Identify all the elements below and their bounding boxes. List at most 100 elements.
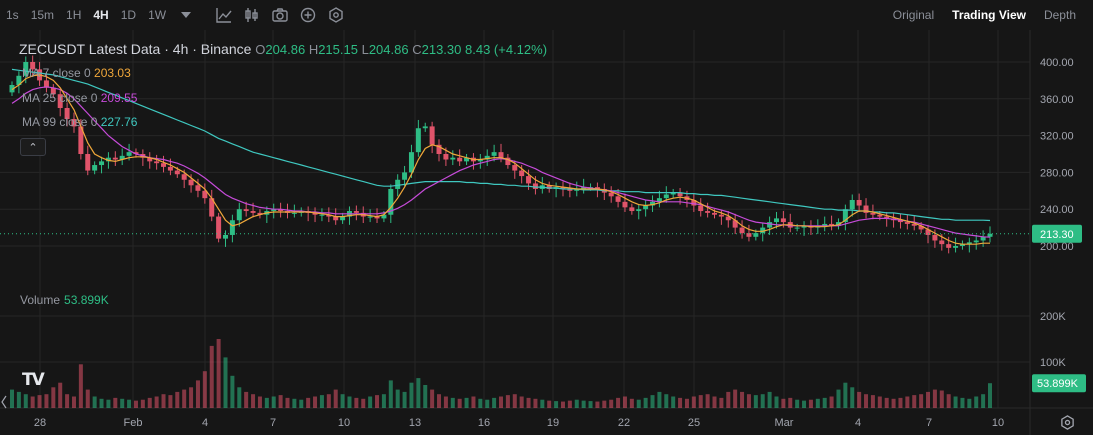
candle-body bbox=[429, 126, 435, 145]
volume-bar bbox=[595, 401, 600, 408]
candle-body bbox=[705, 211, 711, 213]
candle-body bbox=[30, 62, 36, 70]
volume-bar bbox=[120, 398, 125, 408]
price-tick-label: 320.00 bbox=[1040, 131, 1074, 143]
view-original[interactable]: Original bbox=[892, 8, 935, 22]
volume-bar bbox=[450, 397, 455, 408]
candle-body bbox=[209, 198, 215, 217]
candle-body bbox=[574, 188, 580, 191]
time-tick-label: 19 bbox=[547, 417, 559, 429]
candle-body bbox=[615, 196, 621, 202]
volume-bar bbox=[230, 375, 235, 408]
candle-body bbox=[457, 157, 463, 162]
candle-body bbox=[526, 176, 532, 184]
last-volume-label: 53.899K bbox=[1037, 378, 1079, 390]
candle-body bbox=[353, 211, 359, 213]
candle-body bbox=[980, 236, 986, 241]
volume-bar bbox=[313, 396, 318, 408]
volume-bar bbox=[678, 397, 683, 408]
candle-body bbox=[863, 205, 869, 213]
timeframe-4h[interactable]: 4H bbox=[93, 8, 109, 22]
volume-bar bbox=[622, 396, 627, 408]
candle-body bbox=[870, 212, 876, 215]
candle-body bbox=[195, 185, 201, 191]
candle-body bbox=[312, 212, 318, 215]
timeframe-15m[interactable]: 15m bbox=[30, 8, 55, 22]
timeframe-1w[interactable]: 1W bbox=[148, 8, 167, 22]
candle-body bbox=[780, 218, 786, 223]
settings-icon[interactable] bbox=[322, 0, 350, 30]
candle-body bbox=[105, 157, 111, 162]
candle-body bbox=[773, 218, 779, 223]
volume-bar bbox=[974, 396, 979, 408]
volume-bar bbox=[822, 397, 827, 408]
volume-bar bbox=[189, 387, 194, 408]
volume-bar bbox=[547, 400, 552, 408]
candle-body bbox=[636, 209, 642, 212]
candle-body bbox=[9, 85, 15, 93]
volume-bar bbox=[815, 398, 820, 408]
candle-body bbox=[167, 166, 173, 171]
volume-bar bbox=[326, 394, 331, 408]
volume-bar bbox=[602, 400, 607, 408]
candle-body bbox=[567, 188, 573, 191]
indicator-line-icon[interactable] bbox=[210, 0, 238, 30]
volume-bar bbox=[939, 390, 944, 408]
candle-body bbox=[794, 227, 800, 229]
volume-bar bbox=[767, 391, 772, 408]
volume-bar bbox=[746, 394, 751, 408]
candle-body bbox=[154, 161, 160, 164]
volume-bar bbox=[636, 399, 641, 408]
volume-bar bbox=[299, 399, 304, 408]
ma7-label: MA 7 close 0 bbox=[22, 66, 91, 80]
volume-bar bbox=[333, 389, 338, 408]
legend-collapse-button[interactable]: ⌃ bbox=[20, 138, 46, 156]
candle-body bbox=[477, 159, 483, 162]
time-tick-label: 16 bbox=[478, 417, 490, 429]
volume-bar bbox=[113, 397, 118, 408]
candle-body bbox=[835, 222, 841, 226]
candle-body bbox=[884, 216, 890, 219]
candle-body bbox=[856, 200, 862, 206]
candle-body bbox=[464, 157, 470, 162]
price-tick-label: 200.00 bbox=[1040, 241, 1074, 253]
time-tick-label: 10 bbox=[992, 417, 1004, 429]
candle-style-icon[interactable] bbox=[238, 0, 266, 30]
time-tick-label: 7 bbox=[270, 417, 276, 429]
candle-body bbox=[491, 152, 497, 156]
candle-body bbox=[953, 246, 959, 248]
candle-body bbox=[918, 225, 924, 230]
candle-body bbox=[78, 126, 84, 154]
timeframe-1d[interactable]: 1D bbox=[120, 8, 137, 22]
candle-body bbox=[691, 200, 697, 206]
camera-icon[interactable] bbox=[266, 0, 294, 30]
volume-label: Volume bbox=[20, 293, 61, 307]
candlestick-chart[interactable]: 400.00 360.00 320.00 280.00 240.00 200.00 200K… bbox=[0, 30, 1093, 435]
price-tick-label: 400.00 bbox=[1040, 57, 1074, 69]
last-price-label: 213.30 bbox=[1040, 229, 1074, 241]
volume-bar bbox=[44, 394, 49, 408]
volume-bar bbox=[278, 395, 283, 408]
chart-settings-gear-icon[interactable] bbox=[1055, 411, 1079, 433]
candle-body bbox=[319, 214, 325, 216]
candle-body bbox=[278, 209, 284, 212]
add-indicator-icon[interactable] bbox=[294, 0, 322, 30]
volume-bar bbox=[781, 398, 786, 408]
candle-body bbox=[966, 242, 972, 245]
volume-bar bbox=[505, 395, 510, 408]
time-tick-label: 4 bbox=[202, 417, 208, 429]
volume-bar bbox=[967, 398, 972, 408]
volume-bar bbox=[643, 397, 648, 408]
candle-body bbox=[92, 165, 98, 171]
candle-body bbox=[677, 192, 683, 197]
view-trading-view[interactable]: Trading View bbox=[952, 8, 1026, 22]
timeframe-dropdown-icon[interactable] bbox=[172, 0, 200, 30]
timeframe-1h[interactable]: 1H bbox=[66, 8, 82, 22]
volume-bar bbox=[133, 400, 138, 408]
volume-bar bbox=[127, 399, 132, 408]
volume-legend: Volume 53.899K bbox=[20, 293, 109, 307]
view-depth[interactable]: Depth bbox=[1043, 8, 1076, 22]
candle-body bbox=[257, 212, 263, 215]
volume-bar bbox=[175, 391, 180, 408]
timeframe-1s[interactable]: 1s bbox=[6, 8, 19, 22]
